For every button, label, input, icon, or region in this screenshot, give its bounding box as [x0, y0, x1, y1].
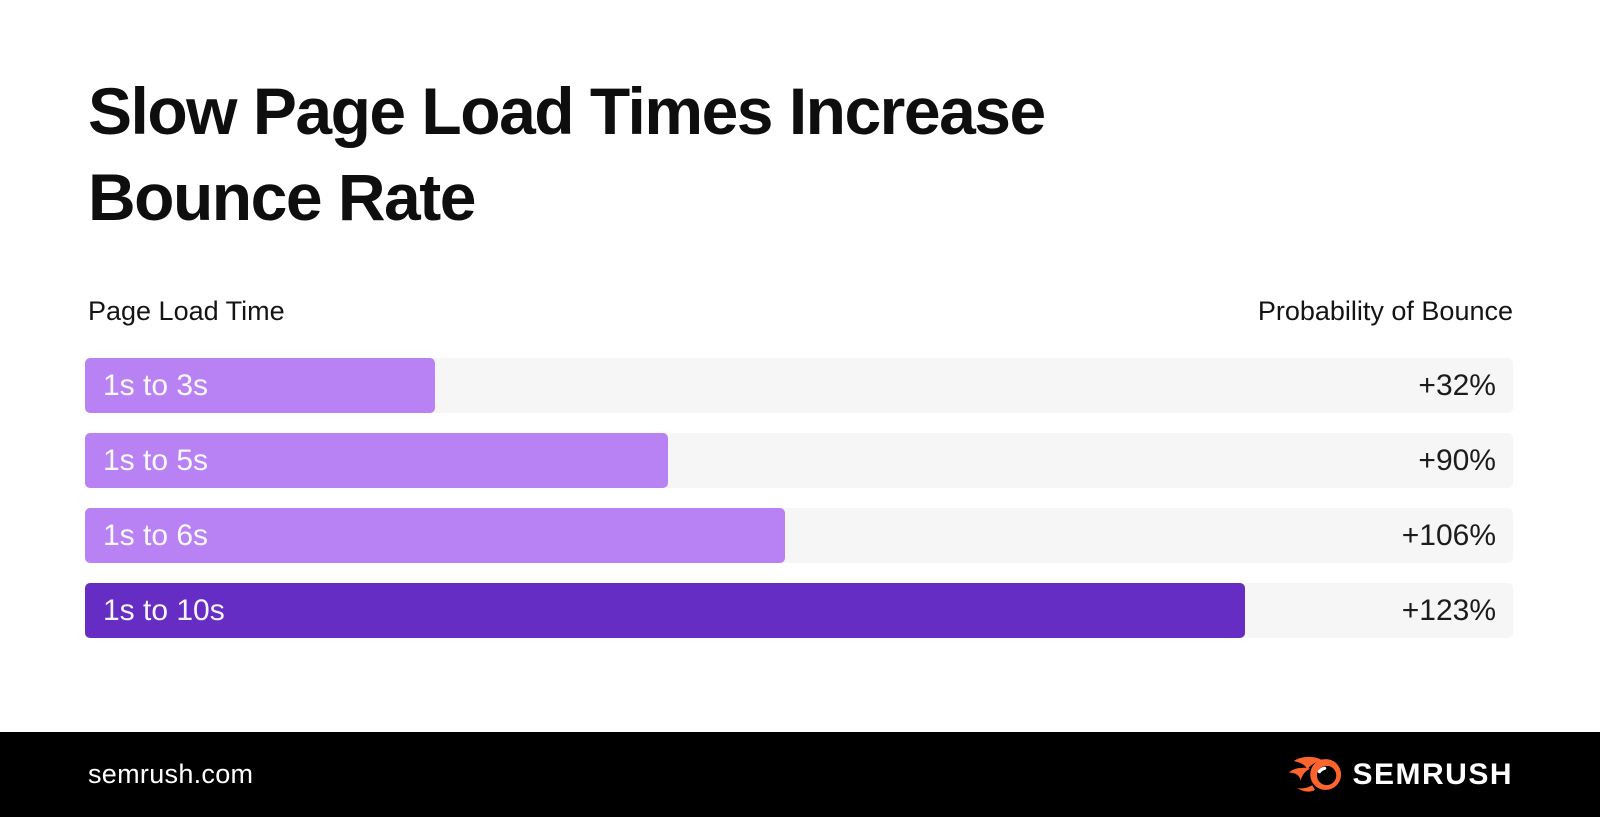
bar-row-1s-to-5s: 1s to 5s +90%: [85, 433, 1513, 488]
semrush-logo: SEMRUSH: [1289, 755, 1513, 794]
bar-value: +32%: [1418, 369, 1496, 402]
footer-bar: semrush.com SEMRUSH: [0, 732, 1600, 817]
bar-chart: 1s to 3s +32% 1s to 5s +90% 1s to 6s +10…: [85, 358, 1513, 658]
semrush-flame-icon: [1289, 756, 1342, 792]
bar-fill: 1s to 6s: [85, 508, 785, 563]
bar-label: 1s to 6s: [103, 518, 209, 552]
bar-row-1s-to-6s: 1s to 6s +106%: [85, 508, 1513, 563]
title-line-1: Slow Page Load Times Increase: [88, 74, 1046, 148]
bar-value: +106%: [1401, 519, 1496, 552]
right-axis-header: Probability of Bounce: [1257, 296, 1513, 326]
left-axis-header: Page Load Time: [88, 296, 285, 326]
bar-value: +123%: [1401, 594, 1496, 627]
bar-fill: 1s to 5s: [85, 433, 668, 488]
footer-site-url: semrush.com: [88, 759, 254, 789]
semrush-wordmark: SEMRUSH: [1352, 757, 1513, 791]
title-line-2: Bounce Rate: [88, 160, 476, 234]
bar-row-1s-to-10s: 1s to 10s +123%: [85, 583, 1513, 638]
bar-value: +90%: [1418, 444, 1496, 477]
bar-fill: 1s to 10s: [85, 583, 1245, 638]
bar-label: 1s to 3s: [103, 368, 209, 402]
page-title: Slow Page Load Times Increase Bounce Rat…: [88, 68, 1046, 240]
bar-label: 1s to 5s: [103, 443, 209, 477]
bar-fill: 1s to 3s: [85, 358, 435, 413]
column-headers: Page Load Time Probability of Bounce: [85, 296, 1513, 327]
bar-label: 1s to 10s: [103, 593, 225, 627]
bar-row-1s-to-3s: 1s to 3s +32%: [85, 358, 1513, 413]
